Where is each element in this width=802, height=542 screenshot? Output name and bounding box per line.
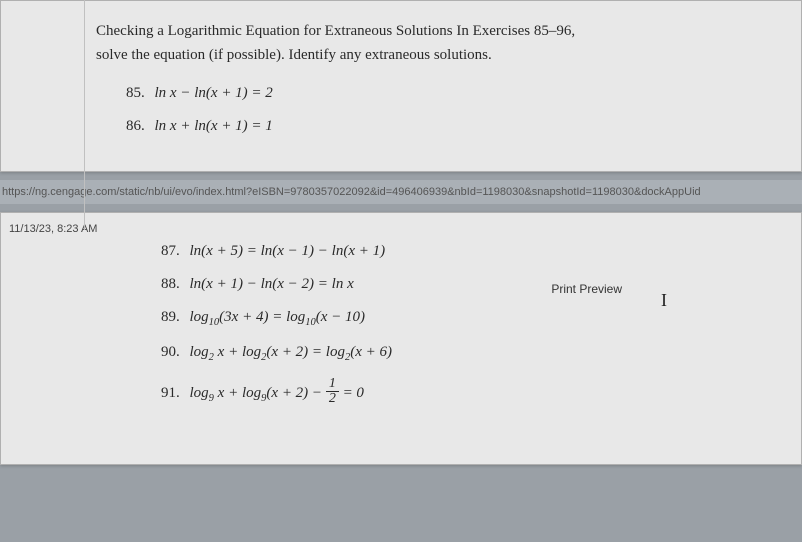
- problem-90: 90. log2 x + log2(x + 2) = log2(x + 6): [161, 344, 801, 363]
- problem-num: 88.: [161, 276, 180, 293]
- problem-num: 86.: [126, 118, 145, 135]
- problem-equation: log9 x + log9(x + 2) − 12 = 0: [190, 385, 364, 401]
- problem-87: 87. ln(x + 5) = ln(x − 1) − ln(x + 1): [161, 243, 801, 260]
- problem-equation: ln(x + 1) − ln(x − 2) = ln x: [190, 276, 354, 292]
- problem-equation: ln x + ln(x + 1) = 1: [155, 118, 273, 134]
- problem-num: 87.: [161, 243, 180, 260]
- timestamp-row: 11/13/23, 8:23 AM: [1, 221, 801, 243]
- text-cursor: I: [661, 290, 667, 311]
- left-margin-edge: [0, 0, 85, 230]
- problem-equation: ln(x + 5) = ln(x − 1) − ln(x + 1): [190, 243, 386, 259]
- instructions-line1: Checking a Logarithmic Equation for Extr…: [96, 23, 575, 39]
- problem-num: 89.: [161, 309, 180, 326]
- url-text: https://ng.cengage.com/static/nb/ui/evo/…: [2, 186, 701, 198]
- problem-86: 86. ln x + ln(x + 1) = 1: [126, 118, 801, 135]
- problem-equation: log10(3x + 4) = log10(x − 10): [190, 309, 366, 325]
- problem-91: 91. log9 x + log9(x + 2) − 12 = 0: [161, 379, 801, 408]
- url-bar: https://ng.cengage.com/static/nb/ui/evo/…: [0, 180, 802, 204]
- page-top-section: Checking a Logarithmic Equation for Extr…: [0, 0, 802, 172]
- page-bottom-section: 11/13/23, 8:23 AM Print Preview I 87. ln…: [0, 212, 802, 465]
- problem-num: 91.: [161, 385, 180, 402]
- problem-equation: ln x − ln(x + 1) = 2: [155, 85, 273, 101]
- instructions-line2: solve the equation (if possible). Identi…: [96, 47, 492, 63]
- problem-85: 85. ln x − ln(x + 1) = 2: [126, 85, 801, 102]
- problem-equation: log2 x + log2(x + 2) = log2(x + 6): [190, 344, 393, 360]
- problem-89: 89. log10(3x + 4) = log10(x − 10): [161, 309, 801, 328]
- exercise-instructions: Checking a Logarithmic Equation for Extr…: [96, 19, 771, 67]
- problem-num: 85.: [126, 85, 145, 102]
- problem-88: 88. ln(x + 1) − ln(x − 2) = ln x: [161, 276, 801, 293]
- print-preview-label: Print Preview: [551, 282, 622, 296]
- problem-num: 90.: [161, 344, 180, 361]
